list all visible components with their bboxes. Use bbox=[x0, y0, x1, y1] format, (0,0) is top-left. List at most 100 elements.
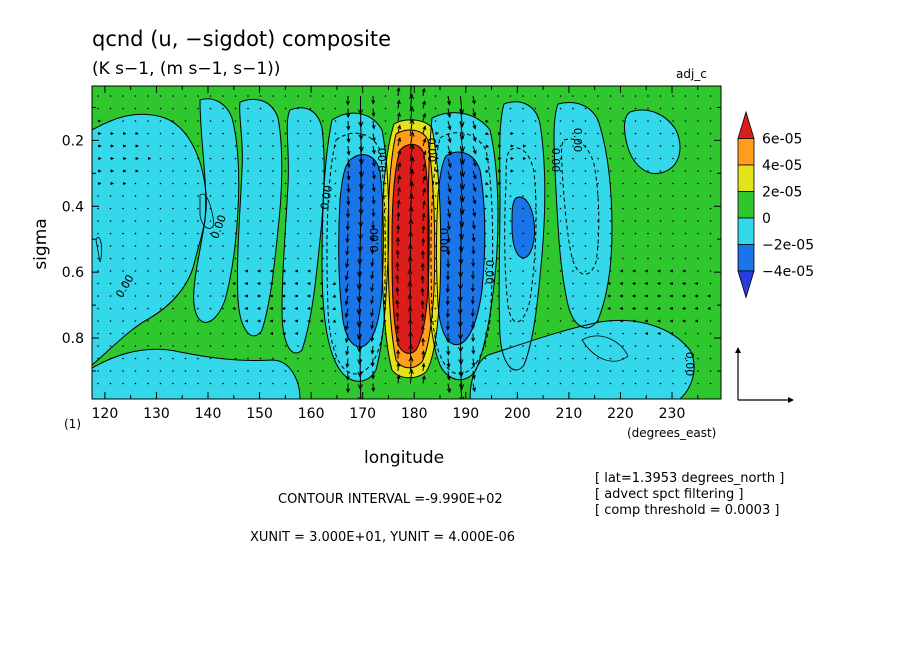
vector-dot bbox=[547, 95, 549, 97]
vector-dot bbox=[572, 270, 574, 272]
vector-dot bbox=[709, 270, 712, 272]
vector-dot bbox=[434, 357, 437, 360]
vector-dot bbox=[134, 195, 137, 197]
vector-dot bbox=[159, 107, 162, 110]
vector-dot bbox=[159, 157, 162, 160]
vector-dot bbox=[384, 382, 387, 385]
vector-dot bbox=[622, 382, 624, 385]
vector-dot bbox=[684, 345, 687, 347]
vector-dot bbox=[109, 107, 112, 110]
vector-dot bbox=[647, 357, 649, 360]
vector-dot bbox=[234, 95, 237, 97]
vector-dot bbox=[509, 232, 512, 235]
vector-dot bbox=[234, 220, 237, 222]
vector-dot bbox=[297, 107, 299, 110]
vector-arrow bbox=[447, 133, 452, 144]
contour-line bbox=[387, 129, 436, 369]
vector-dot bbox=[147, 120, 149, 122]
contour-line bbox=[193, 98, 240, 323]
vector-arrow bbox=[498, 144, 502, 148]
vector-arrow bbox=[435, 169, 440, 173]
vector-arrow bbox=[356, 333, 363, 353]
vector-arrow bbox=[422, 187, 426, 197]
vector-dot bbox=[334, 332, 337, 335]
vector-arrow bbox=[422, 100, 426, 109]
vector-dot bbox=[284, 345, 287, 347]
vector-dot bbox=[272, 132, 274, 135]
vector-dot bbox=[559, 320, 562, 322]
vector-arrow bbox=[232, 281, 236, 286]
vector-dot bbox=[197, 220, 199, 222]
vector-dot bbox=[634, 257, 637, 260]
vector-dot bbox=[572, 245, 574, 247]
vector-dot bbox=[609, 95, 612, 97]
vector-arrow bbox=[681, 319, 686, 323]
vector-dot bbox=[522, 257, 524, 260]
vector-dot bbox=[534, 357, 537, 360]
vector-dot bbox=[559, 307, 562, 310]
vector-dot bbox=[609, 220, 612, 222]
vector-dot bbox=[572, 257, 574, 260]
x-tick-label: 190 bbox=[452, 406, 479, 422]
vector-dot bbox=[234, 382, 237, 385]
vector-dot bbox=[572, 95, 574, 97]
vector-dot bbox=[134, 345, 137, 347]
vector-dot bbox=[309, 232, 312, 235]
vector-dot bbox=[647, 107, 649, 110]
vector-dot bbox=[434, 95, 437, 97]
vector-dot bbox=[622, 120, 624, 122]
vector-arrow bbox=[256, 306, 261, 311]
vector-dot bbox=[147, 145, 149, 147]
vector-dot bbox=[534, 345, 537, 347]
vector-dot bbox=[97, 320, 99, 322]
vector-arrow bbox=[510, 169, 514, 173]
vector-dot bbox=[109, 232, 112, 235]
vector-arrow bbox=[110, 144, 115, 148]
vector-dot bbox=[172, 307, 174, 310]
vector-arrow bbox=[435, 181, 439, 186]
vector-dot bbox=[597, 370, 599, 372]
vector-arrow bbox=[332, 307, 336, 310]
vector-dot bbox=[384, 357, 387, 360]
vector-dot bbox=[247, 345, 249, 347]
vector-dot bbox=[284, 245, 287, 247]
vector-dot bbox=[122, 245, 124, 247]
vector-dot bbox=[709, 170, 712, 172]
vector-dot bbox=[547, 107, 549, 110]
vector-arrow bbox=[346, 133, 351, 144]
vector-arrow bbox=[485, 157, 490, 161]
vector-arrow bbox=[397, 136, 402, 147]
fill-east-lower-negative bbox=[470, 320, 695, 399]
vector-dot bbox=[497, 207, 499, 210]
vector-arrow bbox=[510, 156, 515, 161]
vector-arrow bbox=[135, 156, 140, 161]
vector-arrow bbox=[370, 345, 375, 355]
vector-dot bbox=[634, 220, 637, 222]
vector-dot bbox=[297, 195, 299, 197]
vector-dot bbox=[97, 295, 99, 297]
vector-arrow bbox=[445, 333, 451, 344]
vector-arrow bbox=[422, 175, 427, 184]
vector-dot bbox=[672, 382, 674, 385]
vector-dot bbox=[234, 245, 237, 247]
vector-arrow bbox=[396, 224, 401, 234]
vector-dot bbox=[659, 382, 662, 385]
vector-arrow bbox=[396, 199, 401, 209]
contour-label: 0.00 bbox=[437, 228, 450, 253]
vector-dot bbox=[597, 220, 599, 222]
vector-dot bbox=[334, 257, 337, 260]
vector-dot bbox=[672, 95, 674, 97]
vector-dot bbox=[184, 195, 187, 197]
vector-dot bbox=[159, 320, 162, 322]
vector-dot bbox=[522, 270, 524, 272]
contour-line-dashed bbox=[430, 132, 494, 375]
vector-dot bbox=[497, 270, 499, 272]
vector-dot bbox=[184, 370, 187, 372]
vector-dot bbox=[597, 245, 599, 247]
vector-dot bbox=[234, 157, 237, 160]
vector-arrow bbox=[445, 308, 450, 319]
vector-arrow bbox=[123, 156, 127, 161]
vector-dot bbox=[384, 320, 387, 322]
vector-dot bbox=[122, 195, 124, 197]
vector-arrow bbox=[345, 345, 350, 356]
